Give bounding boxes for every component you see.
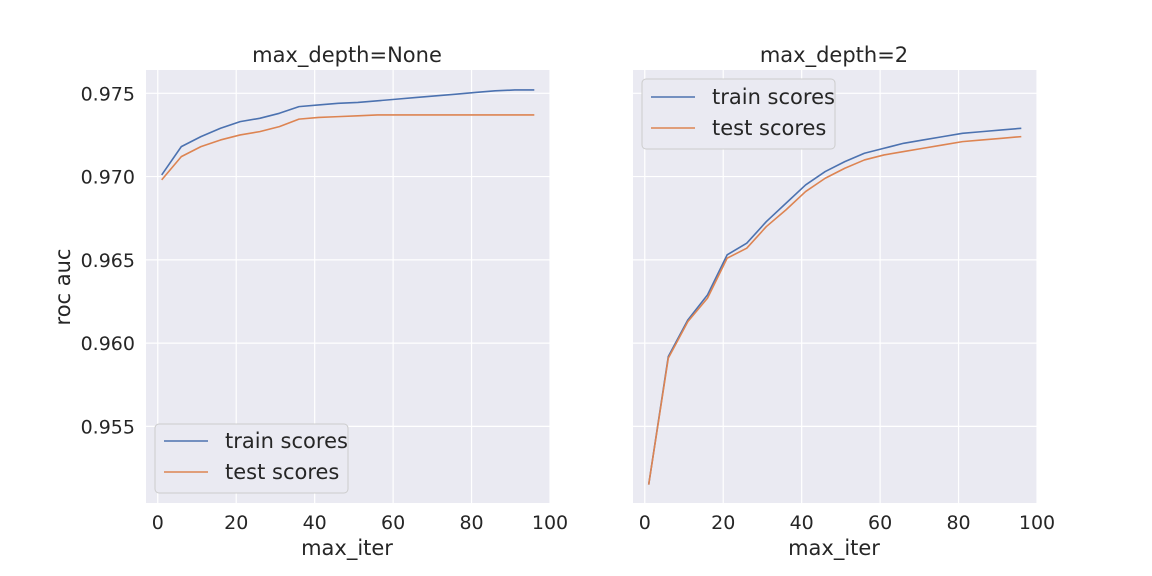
x-axis-label-left: max_iter xyxy=(301,536,393,561)
x-tick-label: 40 xyxy=(303,512,327,534)
legend-left: train scores test scores xyxy=(154,423,349,494)
legend-label-test-right: test scores xyxy=(712,116,826,140)
x-tick-label: 100 xyxy=(1019,512,1055,534)
x-axis-label-right: max_iter xyxy=(788,536,880,561)
yticks-left: 0.955 0.960 0.965 0.970 0.975 xyxy=(81,83,135,438)
series-test-line xyxy=(647,135,1022,485)
legend-label-train-right: train scores xyxy=(712,85,835,109)
xticks-left: 0 20 40 60 80 100 xyxy=(152,512,568,534)
panel-left: 0 20 40 60 80 100 0.955 0.960 0.965 0.970 0.975 m… xyxy=(51,43,568,561)
legend-label-test-left: test scores xyxy=(225,460,339,484)
panel-right: 0 20 40 60 80 100 max_depth=2 max_iter train … xyxy=(633,43,1055,561)
x-tick-label: 20 xyxy=(224,512,248,534)
series-test-line xyxy=(161,114,535,181)
y-tick-label: 0.960 xyxy=(81,333,135,355)
y-tick-label: 0.970 xyxy=(81,167,135,189)
legend-label-train-left: train scores xyxy=(225,429,348,453)
y-tick-label: 0.955 xyxy=(81,416,135,438)
legend-right: train scores test scores xyxy=(641,78,836,150)
y-axis-label: roc auc xyxy=(51,249,75,326)
x-tick-label: 80 xyxy=(459,512,483,534)
series-train-line xyxy=(161,89,535,176)
x-tick-label: 80 xyxy=(946,512,970,534)
grid-left xyxy=(146,70,551,503)
y-tick-label: 0.975 xyxy=(81,83,135,105)
x-tick-label: 0 xyxy=(639,512,651,534)
chart-title-right: max_depth=2 xyxy=(760,43,908,68)
x-tick-label: 20 xyxy=(711,512,735,534)
lines-right xyxy=(647,127,1022,485)
x-tick-label: 40 xyxy=(790,512,814,534)
x-tick-label: 0 xyxy=(152,512,164,534)
lines-left xyxy=(161,89,535,181)
y-tick-label: 0.965 xyxy=(81,250,135,272)
x-tick-label: 60 xyxy=(381,512,405,534)
xticks-right: 0 20 40 60 80 100 xyxy=(639,512,1055,534)
x-tick-label: 100 xyxy=(532,512,568,534)
chart-title-left: max_depth=None xyxy=(252,43,442,68)
series-train-line xyxy=(647,127,1022,485)
x-tick-label: 60 xyxy=(868,512,892,534)
